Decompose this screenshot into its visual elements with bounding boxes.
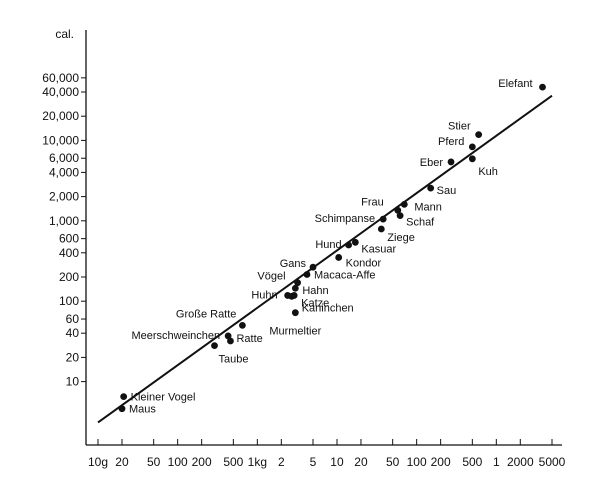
point-label-hund: Hund (315, 239, 341, 251)
y-tick-label: 40 (66, 326, 80, 340)
point-macaca-affe (303, 271, 311, 278)
point-label-maus: Maus (129, 404, 156, 416)
x-ticks: 10g 20 50 100 200 500 1kg 2 5 10 20 50 100 200 500 1 200… (88, 439, 566, 469)
point-label-ziege: Ziege (387, 232, 415, 244)
y-tick-label: 600 (59, 232, 79, 246)
y-tick-label: 6,000 (49, 151, 79, 165)
point-meerschweinchen (224, 332, 232, 340)
point-schaf (396, 212, 404, 220)
y-tick-label: 40,000 (42, 85, 79, 99)
point-eber (447, 158, 455, 166)
point-mann (400, 200, 408, 208)
point-label-frau: Frau (361, 196, 384, 208)
x-tick-label: 1 (493, 455, 500, 469)
point-label-kondor: Kondor (346, 257, 382, 269)
point-label-taube: Taube (218, 354, 248, 366)
point-maus (118, 405, 126, 413)
point-grosse-ratte (239, 322, 246, 329)
point-kuh (468, 155, 476, 163)
point-label-mann: Mann (414, 201, 442, 213)
point-label-meerschweinchen: Meerschweinchen (131, 330, 220, 342)
data-points: Elefant Stier Pferd Eber Kuh Sau Mann Frau Schim… (118, 78, 546, 416)
point-elefant (539, 83, 546, 91)
y-tick-label: 10 (66, 375, 80, 389)
point-kasuar (351, 238, 359, 246)
point-kaninchen (288, 292, 296, 300)
x-tick-label: 200 (431, 455, 451, 469)
y-unit-label: cal. (55, 27, 74, 41)
x-tick-label: 500 (223, 455, 243, 469)
point-label-kuh: Kuh (478, 166, 498, 178)
point-label-huhn: Huhn (251, 289, 277, 301)
y-tick-label: 200 (59, 270, 79, 284)
point-stier (475, 131, 483, 139)
point-label-schaf: Schaf (406, 217, 435, 229)
point-label-grosse-ratte: Große Ratte (176, 308, 237, 320)
point-label-kleiner-vogel: Kleiner Vogel (131, 392, 196, 404)
point-kondor (335, 254, 343, 261)
y-tick-label: 60,000 (42, 71, 79, 85)
y-tick-label: 20,000 (42, 109, 79, 123)
point-ziege (377, 225, 385, 233)
point-label-ratte: Ratte (236, 333, 262, 345)
point-label-eber: Eber (420, 157, 444, 169)
point-murmeltier (291, 309, 299, 317)
y-tick-label: 60 (66, 312, 80, 326)
x-tick-label: 50 (386, 455, 400, 469)
x-tick-label: 100 (168, 455, 188, 469)
point-label-kasuar: Kasuar (361, 243, 396, 255)
x-tick-label: 1kg (248, 455, 267, 469)
point-label-gans: Gans (280, 258, 307, 270)
x-tick-label: 500 (462, 455, 482, 469)
point-hund (345, 241, 353, 249)
x-tick-label: 200 (192, 455, 212, 469)
y-tick-label: 400 (59, 246, 79, 260)
point-taube (211, 342, 218, 350)
x-tick-label: 50 (147, 455, 161, 469)
point-sau (427, 184, 435, 192)
regression-line (97, 94, 553, 424)
point-voegel (294, 279, 301, 287)
x-tick-label: 10g (88, 455, 108, 469)
x-tick-label: 10 (330, 455, 344, 469)
point-schimpanse (379, 215, 387, 223)
point-label-macaca-affe: Macaca-Affe (314, 269, 376, 281)
point-label-hahn: Hahn (302, 285, 328, 297)
point-label-stier: Stier (448, 121, 471, 133)
x-tick-label: 2000 (507, 455, 534, 469)
point-gans (309, 263, 317, 271)
point-label-schimpanse: Schimpanse (315, 213, 376, 225)
point-label-katze: Katze (301, 297, 329, 309)
point-kleiner-vogel (120, 393, 128, 401)
point-label-pferd: Pferd (438, 136, 464, 148)
x-tick-label: 5 (310, 455, 317, 469)
y-tick-label: 2,000 (49, 190, 79, 204)
point-label-sau: Sau (437, 185, 457, 197)
y-tick-label: 100 (59, 294, 79, 308)
point-label-voegel: Vögel (257, 271, 285, 283)
plot-frame (85, 30, 562, 446)
x-tick-label: 100 (407, 455, 427, 469)
point-label-murmeltier: Murmeltier (269, 326, 321, 338)
x-tick-label: 20 (115, 455, 129, 469)
point-ratte (227, 337, 234, 345)
y-tick-label: 1,000 (49, 214, 79, 228)
point-frau (394, 206, 402, 214)
y-tick-label: 4,000 (49, 165, 79, 179)
x-tick-label: 5000 (539, 455, 566, 469)
y-tick-label: 10,000 (42, 133, 79, 147)
point-pferd (468, 143, 476, 151)
point-label-kaninchen: Kaninchen (302, 302, 354, 314)
x-tick-label: 20 (354, 455, 368, 469)
point-label-elefant: Elefant (498, 78, 532, 90)
point-hahn (291, 284, 299, 292)
x-tick-label: 2 (278, 455, 285, 469)
y-tick-label: 20 (66, 350, 80, 364)
